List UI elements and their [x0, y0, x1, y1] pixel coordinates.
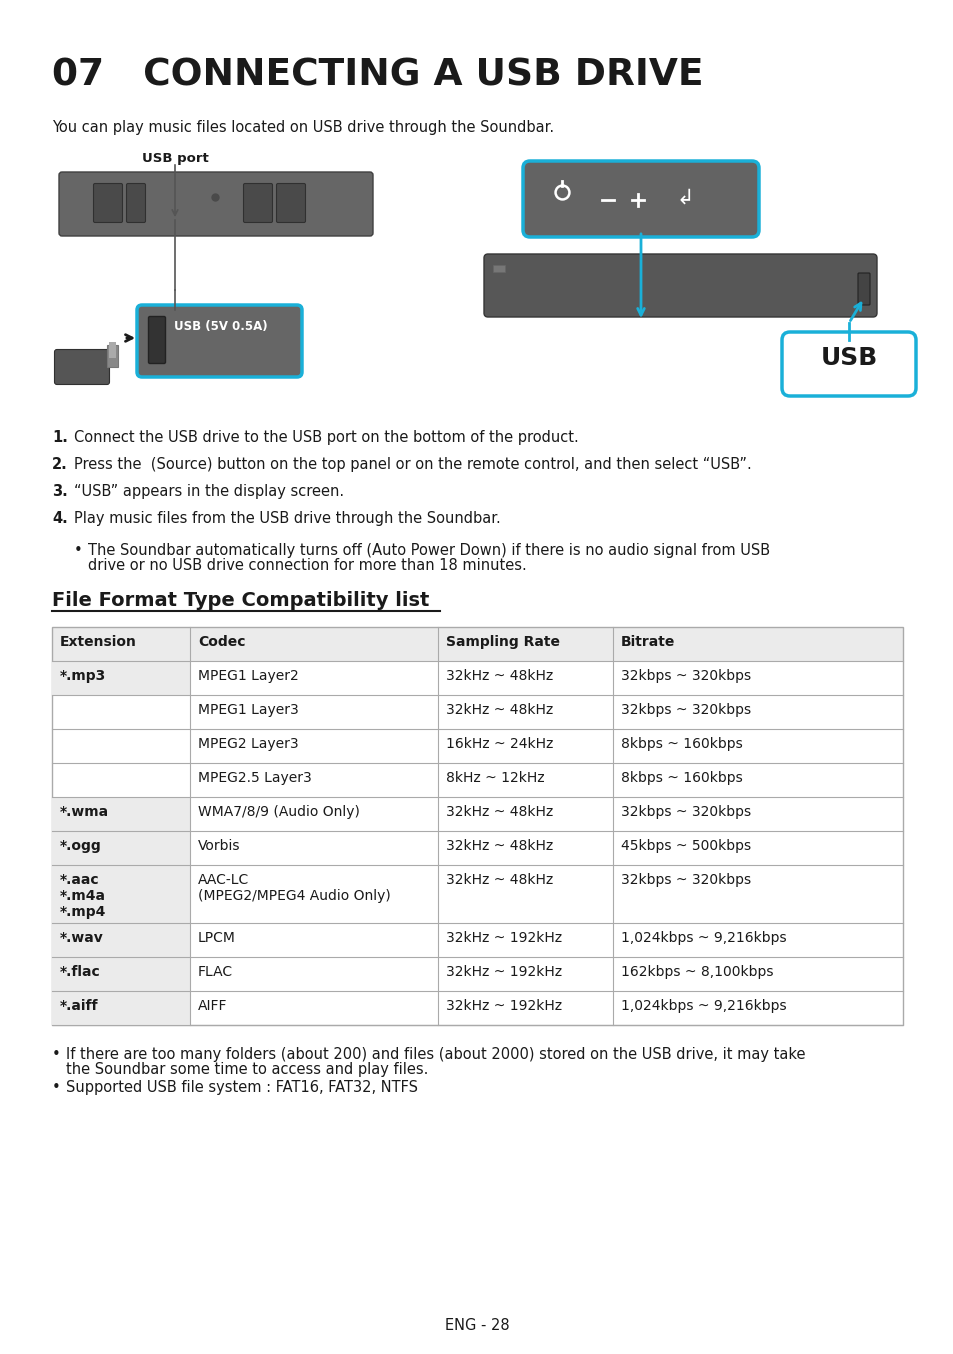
Text: *.mp4: *.mp4 [60, 904, 107, 919]
Text: Codec: Codec [198, 635, 245, 649]
Text: Vorbis: Vorbis [198, 839, 240, 853]
FancyBboxPatch shape [522, 161, 759, 237]
Text: Sampling Rate: Sampling Rate [446, 635, 559, 649]
Text: •: • [74, 543, 83, 558]
Text: *.ogg: *.ogg [60, 839, 102, 853]
Text: 8kbps ~ 160kbps: 8kbps ~ 160kbps [620, 737, 742, 751]
Text: *.wav: *.wav [60, 932, 104, 945]
Text: FLAC: FLAC [198, 965, 233, 979]
Text: The Soundbar automatically turns off (Auto Power Down) if there is no audio sign: The Soundbar automatically turns off (Au… [88, 543, 769, 558]
Text: 3.: 3. [52, 483, 68, 500]
FancyBboxPatch shape [137, 305, 302, 376]
Bar [52, 627, 902, 661]
Text: Play music files from the USB drive through the Soundbar.: Play music files from the USB drive thro… [74, 510, 500, 525]
Text: If there are too many folders (about 200) and files (about 2000) stored on the U: If there are too many folders (about 200… [66, 1047, 804, 1062]
Text: 1.: 1. [52, 431, 68, 445]
Text: •: • [52, 1047, 61, 1062]
FancyBboxPatch shape [127, 184, 146, 222]
Text: USB (5V 0.5A): USB (5V 0.5A) [174, 320, 268, 333]
Text: 1,024kbps ~ 9,216kbps: 1,024kbps ~ 9,216kbps [620, 999, 786, 1013]
Text: 32kHz ~ 48kHz: 32kHz ~ 48kHz [446, 839, 553, 853]
Text: 32kHz ~ 192kHz: 32kHz ~ 192kHz [446, 932, 561, 945]
Text: Bitrate: Bitrate [620, 635, 675, 649]
Text: LPCM: LPCM [198, 932, 235, 945]
Text: *.wma: *.wma [60, 806, 109, 819]
Text: 32kHz ~ 48kHz: 32kHz ~ 48kHz [446, 873, 553, 887]
Text: 32kbps ~ 320kbps: 32kbps ~ 320kbps [620, 873, 750, 887]
Text: 07   CONNECTING A USB DRIVE: 07 CONNECTING A USB DRIVE [52, 58, 702, 93]
Text: MPEG2.5 Layer3: MPEG2.5 Layer3 [198, 770, 312, 785]
Text: MPEG1 Layer3: MPEG1 Layer3 [198, 703, 298, 718]
FancyBboxPatch shape [781, 332, 915, 395]
Text: Extension: Extension [60, 635, 136, 649]
Text: MPEG2 Layer3: MPEG2 Layer3 [198, 737, 298, 751]
Text: 4.: 4. [52, 510, 68, 525]
Text: 8kHz ~ 12kHz: 8kHz ~ 12kHz [446, 770, 544, 785]
Text: File Format Type Compatibility list: File Format Type Compatibility list [52, 590, 429, 611]
Bar [107, 345, 118, 367]
Text: Supported USB file system : FAT16, FAT32, NTFS: Supported USB file system : FAT16, FAT32… [66, 1080, 417, 1095]
Text: “USB” appears in the display screen.: “USB” appears in the display screen. [74, 483, 344, 500]
FancyBboxPatch shape [149, 317, 165, 363]
Text: 32kHz ~ 48kHz: 32kHz ~ 48kHz [446, 806, 553, 819]
Text: •: • [52, 1080, 61, 1095]
Text: AAC-LC: AAC-LC [198, 873, 249, 887]
Bar [52, 831, 190, 865]
Text: 8kbps ~ 160kbps: 8kbps ~ 160kbps [620, 770, 742, 785]
Text: 32kbps ~ 320kbps: 32kbps ~ 320kbps [620, 806, 750, 819]
Text: 32kbps ~ 320kbps: 32kbps ~ 320kbps [620, 703, 750, 718]
Bar [52, 957, 190, 991]
Bar [52, 991, 190, 1025]
Text: Press the  (Source) button on the top panel or on the remote control, and then s: Press the (Source) button on the top pan… [74, 458, 751, 473]
Text: *.aac: *.aac [60, 873, 99, 887]
Bar [52, 627, 902, 1025]
Text: 32kHz ~ 192kHz: 32kHz ~ 192kHz [446, 999, 561, 1013]
Text: *.aiff: *.aiff [60, 999, 98, 1013]
Text: 16kHz ~ 24kHz: 16kHz ~ 24kHz [446, 737, 553, 751]
Text: 162kbps ~ 8,100kbps: 162kbps ~ 8,100kbps [620, 965, 773, 979]
Text: AIFF: AIFF [198, 999, 227, 1013]
Bar [52, 865, 190, 923]
Text: Connect the USB drive to the USB port on the bottom of the product.: Connect the USB drive to the USB port on… [74, 431, 578, 445]
Bar [493, 265, 504, 272]
FancyBboxPatch shape [483, 255, 876, 317]
Text: You can play music files located on USB drive through the Soundbar.: You can play music files located on USB … [52, 121, 554, 135]
Text: the Soundbar some time to access and play files.: the Soundbar some time to access and pla… [66, 1062, 428, 1076]
Text: (MPEG2/MPEG4 Audio Only): (MPEG2/MPEG4 Audio Only) [198, 890, 391, 903]
Bar [52, 798, 190, 831]
Text: WMA7/8/9 (Audio Only): WMA7/8/9 (Audio Only) [198, 806, 359, 819]
FancyBboxPatch shape [276, 184, 305, 222]
Text: USB port: USB port [141, 152, 208, 165]
Bar [52, 661, 190, 695]
Text: drive or no USB drive connection for more than 18 minutes.: drive or no USB drive connection for mor… [88, 558, 526, 573]
Text: 1,024kbps ~ 9,216kbps: 1,024kbps ~ 9,216kbps [620, 932, 786, 945]
FancyBboxPatch shape [93, 184, 122, 222]
Text: ENG - 28: ENG - 28 [444, 1317, 509, 1332]
FancyBboxPatch shape [243, 184, 273, 222]
Text: 32kHz ~ 48kHz: 32kHz ~ 48kHz [446, 669, 553, 682]
Text: 45kbps ~ 500kbps: 45kbps ~ 500kbps [620, 839, 750, 853]
Text: MPEG1 Layer2: MPEG1 Layer2 [198, 669, 298, 682]
Text: 32kHz ~ 48kHz: 32kHz ~ 48kHz [446, 703, 553, 718]
Bar [52, 923, 190, 957]
Text: 32kHz ~ 192kHz: 32kHz ~ 192kHz [446, 965, 561, 979]
Text: *.mp3: *.mp3 [60, 669, 106, 682]
FancyBboxPatch shape [857, 274, 869, 305]
FancyBboxPatch shape [59, 172, 373, 236]
FancyBboxPatch shape [54, 349, 110, 385]
Text: *.m4a: *.m4a [60, 890, 106, 903]
Bar [109, 343, 116, 357]
Text: *.flac: *.flac [60, 965, 101, 979]
Text: USB: USB [820, 347, 877, 370]
Text: 32kbps ~ 320kbps: 32kbps ~ 320kbps [620, 669, 750, 682]
Text: 2.: 2. [52, 458, 68, 473]
Text: ↲: ↲ [676, 188, 693, 209]
